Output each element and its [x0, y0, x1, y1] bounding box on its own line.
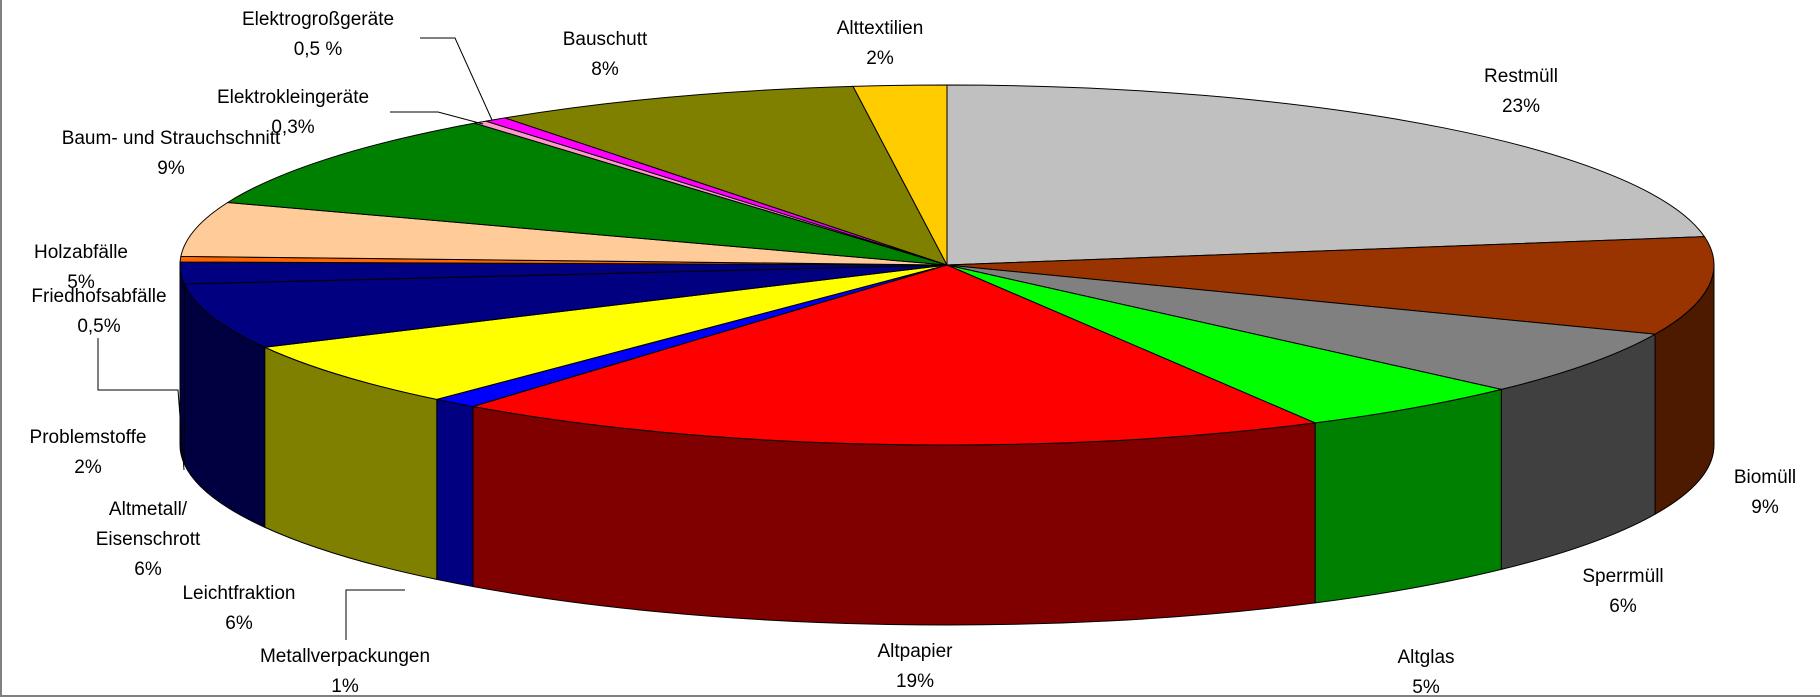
category-label: Elektrogroßgeräte	[241, 9, 395, 30]
leader-line	[345, 589, 405, 640]
leader-line	[390, 111, 484, 125]
value-label: 9%	[1751, 497, 1779, 518]
category-label: Altpapier	[877, 641, 953, 662]
slice-label: Elektrogroßgeräte 0,5 %	[242, 5, 394, 65]
slice-side	[1314, 388, 1502, 604]
value-label: 0,5%	[77, 316, 121, 337]
category-label: Sperrmüll	[1582, 566, 1664, 587]
category-label: Metallverpackungen	[259, 646, 431, 667]
slice-label: Alttextilien 2%	[837, 14, 924, 74]
slice-label: Altglas 5%	[1397, 643, 1454, 698]
value-label: 19%	[895, 671, 935, 692]
slice-label: Sperrmüll 6%	[1582, 562, 1663, 622]
category-label: Baum- und Strauchschnitt	[61, 128, 281, 149]
category-label: Restmüll	[1484, 66, 1558, 87]
category-label: Altmetall/ Eisenschrott	[95, 499, 201, 550]
category-label: Altglas	[1397, 647, 1455, 668]
value-label: 6%	[134, 559, 162, 580]
category-label: Bauschutt	[562, 29, 648, 50]
slice-label: Metallverpackungen 1%	[260, 642, 430, 698]
slice	[852, 84, 948, 266]
slice-label: Elektrokleingeräte 0,3%	[217, 83, 369, 143]
category-label: Holzabfälle	[34, 242, 128, 263]
value-label: 8%	[591, 59, 619, 80]
slice	[226, 122, 948, 266]
slice-label: Biomüll 9%	[1734, 463, 1796, 523]
slice-label: Altpapier 19%	[878, 637, 953, 697]
slice-label: Holzabfälle 5%	[34, 238, 128, 298]
value-label: 5%	[1412, 677, 1440, 698]
slice	[946, 264, 1502, 424]
value-label: 2%	[866, 48, 894, 69]
leader-line	[420, 37, 493, 121]
pie	[179, 84, 1715, 626]
category-label: Friedhofsabfälle	[31, 286, 167, 307]
slice-side	[179, 264, 185, 465]
slice-label: Restmüll 23%	[1484, 62, 1558, 122]
value-label: 1%	[331, 676, 359, 697]
slice-label: Problemstoffe 2%	[30, 423, 147, 483]
slice-label: Bauschutt 8%	[563, 25, 648, 85]
value-label: 0,3%	[271, 117, 315, 138]
slice	[183, 264, 948, 348]
slice	[946, 264, 1657, 390]
value-label: 0,5 %	[293, 39, 343, 60]
slice	[946, 84, 1706, 266]
category-label: Leichtfraktion	[182, 583, 296, 604]
value-label: 6%	[225, 613, 253, 634]
slice	[262, 264, 948, 400]
slice	[472, 264, 1317, 446]
slice-label: Baum- und Strauchschnitt 9%	[62, 124, 281, 184]
value-label: 6%	[1609, 596, 1637, 617]
slice-label: Leichtfraktion 6%	[182, 579, 295, 639]
value-label: 23%	[1501, 96, 1541, 117]
value-label: 9%	[157, 158, 185, 179]
slice	[504, 85, 949, 266]
slice	[946, 236, 1715, 335]
slice-side	[436, 398, 474, 588]
leader-line	[97, 338, 185, 471]
category-label: Biomüll	[1733, 467, 1797, 488]
slice	[180, 201, 948, 266]
category-label: Problemstoffe	[29, 427, 147, 448]
slice-label: Friedhofsabfälle 0,5%	[31, 282, 166, 342]
category-label: Alttextilien	[836, 18, 924, 39]
value-label: 5%	[67, 272, 95, 293]
slice-label: Altmetall/ Eisenschrott 6%	[96, 495, 201, 585]
value-label: 2%	[74, 457, 102, 478]
category-label: Elektrokleingeräte	[216, 87, 370, 108]
